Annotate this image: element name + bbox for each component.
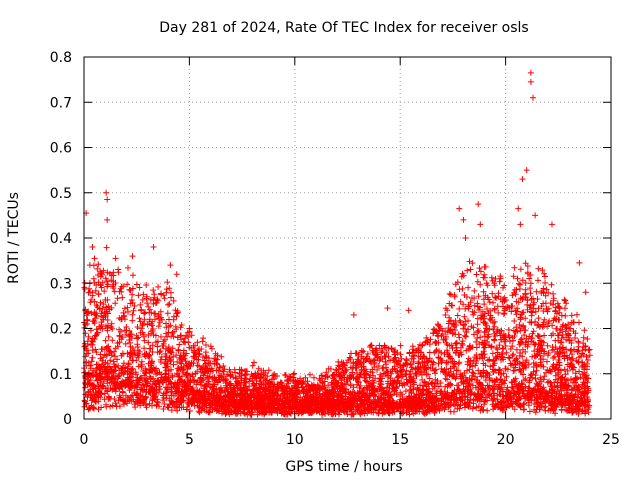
x-tick-label: 10 [286, 432, 304, 448]
x-tick-label: 15 [391, 432, 409, 448]
outlier-point [460, 216, 467, 223]
outlier-point [104, 196, 111, 203]
outlier-point [527, 78, 534, 85]
outlier-point [517, 221, 524, 228]
y-tick-label: 0.5 [50, 186, 72, 202]
outlier-point [462, 235, 469, 241]
y-tick-label: 0.8 [50, 50, 72, 66]
outlier-point [548, 221, 555, 228]
outlier-point [530, 94, 537, 101]
y-tick-label: 0 [63, 412, 72, 428]
outlier-point [527, 69, 534, 76]
y-tick-label: 0.4 [50, 231, 72, 247]
x-axis-label: GPS time / hours [285, 459, 402, 475]
data-points [81, 69, 593, 418]
y-tick-label: 0.3 [50, 276, 72, 292]
outlier-point [515, 205, 522, 212]
y-axis-label: ROTI / TECUs [6, 192, 22, 284]
outlier-point [173, 271, 180, 278]
x-tick-label: 25 [602, 432, 620, 448]
outlier-point [104, 216, 111, 223]
outlier-point [103, 189, 110, 196]
outlier-point [576, 259, 583, 266]
outlier-point [384, 305, 391, 312]
scatter-cloud [81, 244, 593, 418]
outlier-point [89, 244, 96, 251]
x-tick-label: 5 [185, 432, 194, 448]
x-tick-label: 0 [80, 432, 89, 448]
outlier-point [91, 255, 98, 262]
outlier-point [350, 311, 357, 318]
outlier-point [405, 307, 412, 314]
x-tick-label: 20 [497, 432, 515, 448]
y-tick-label: 0.7 [50, 95, 72, 111]
y-tick-label: 0.2 [50, 322, 72, 338]
grid-lines [84, 57, 611, 419]
outlier-point [129, 253, 136, 260]
outlier-point [532, 212, 539, 219]
outlier-point [475, 201, 482, 208]
outlier-point [582, 289, 589, 296]
outlier-point [112, 255, 119, 262]
outlier-point [167, 262, 174, 269]
outlier-point [477, 221, 484, 228]
outlier-point [519, 176, 526, 183]
outlier-point [523, 167, 530, 174]
outlier-point [186, 325, 193, 332]
chart-title: Day 281 of 2024, Rate Of TEC Index for r… [159, 20, 528, 36]
y-tick-labels: 0 0.1 0.2 0.3 0.4 0.5 0.6 0.7 0.8 [50, 50, 72, 428]
y-tick-label: 0.6 [50, 141, 72, 157]
outlier-point [150, 244, 157, 251]
axis-ticks [83, 56, 612, 420]
y-tick-label: 0.1 [50, 367, 72, 383]
outlier-point [456, 205, 463, 212]
x-tick-labels: 0 5 10 15 20 25 [80, 432, 620, 448]
